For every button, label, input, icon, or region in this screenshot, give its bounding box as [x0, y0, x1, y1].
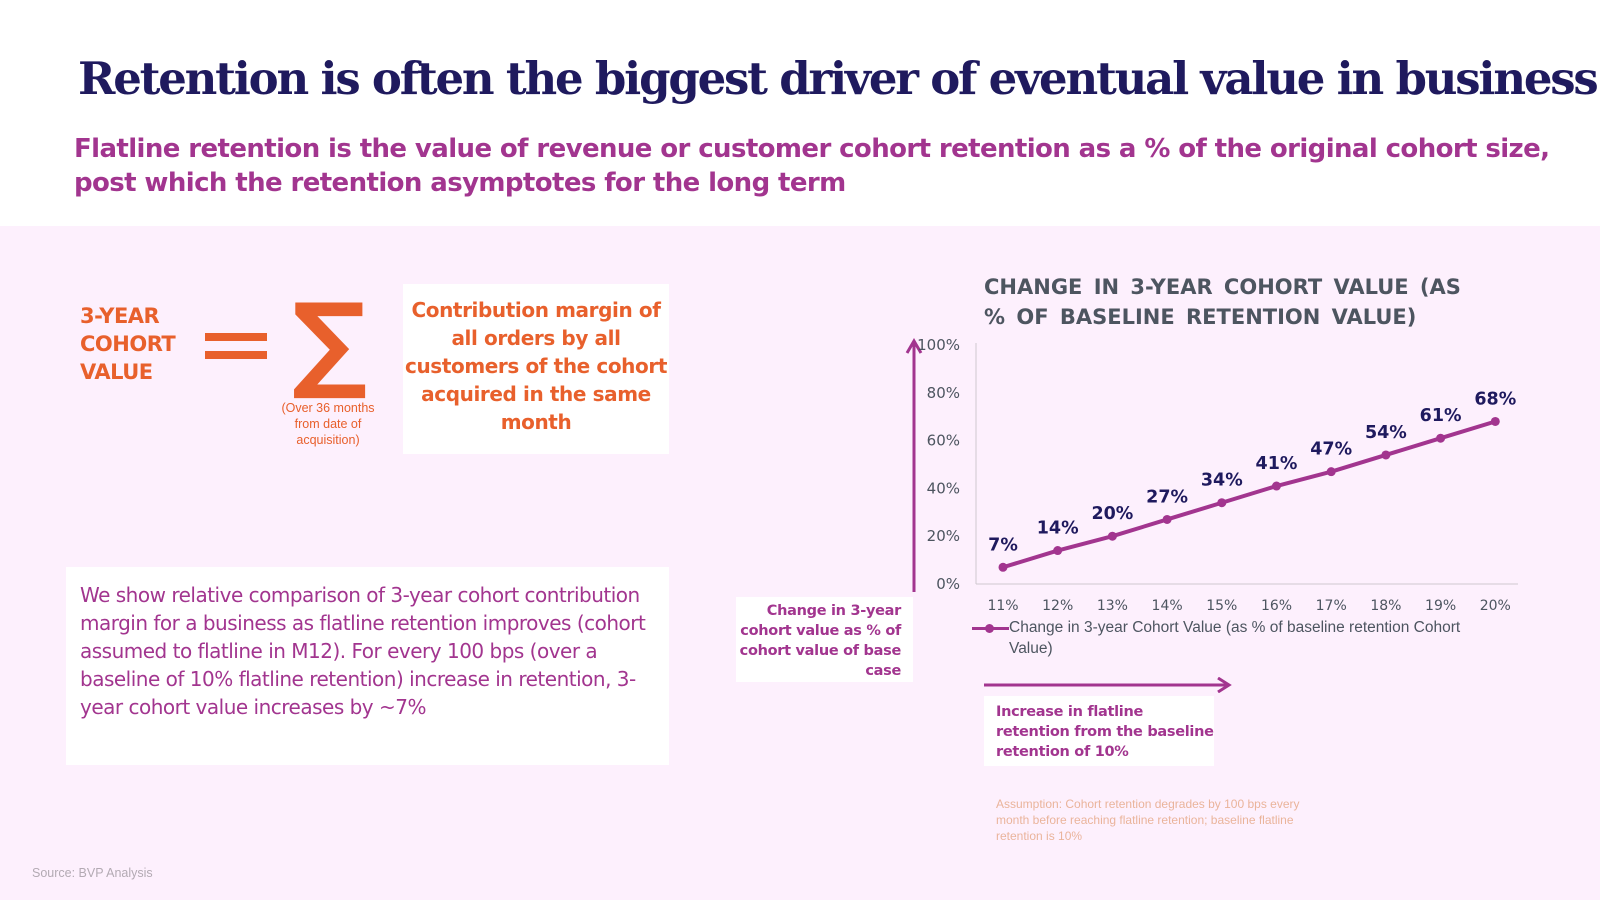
source-note: Source: BVP Analysis	[32, 866, 153, 880]
data-point	[1217, 498, 1227, 508]
x-tick-label: 17%	[1316, 598, 1347, 614]
equals-icon	[205, 333, 267, 369]
data-label: 34%	[1201, 471, 1243, 491]
y-tick-label: 20%	[927, 527, 960, 545]
data-point	[1490, 416, 1500, 426]
sigma-note: (Over 36 months from date of acquisition…	[281, 401, 375, 447]
data-point	[1053, 546, 1063, 556]
cohort-value-label-line: 3-YEAR	[80, 304, 160, 328]
data-point	[1272, 481, 1281, 491]
definition-text: Contribution margin of all orders by all…	[405, 298, 667, 434]
y-tick-label: 80%	[927, 384, 960, 402]
header	[0, 0, 1600, 226]
data-label: 27%	[1146, 487, 1188, 507]
data-label: 41%	[1256, 454, 1298, 474]
x-tick-label: 12%	[1042, 598, 1073, 614]
x-tick-label: 20%	[1480, 598, 1511, 614]
x-tick-label: 16%	[1261, 598, 1292, 614]
data-point	[1326, 467, 1336, 477]
legend-line-marker-icon	[972, 624, 1009, 633]
y-tick-label: 60%	[927, 432, 960, 450]
y-axis-callout-text: Change in 3-year cohort value as % of co…	[739, 603, 902, 679]
data-point	[1162, 514, 1172, 524]
data-label: 7%	[988, 535, 1018, 555]
data-point	[1381, 450, 1391, 460]
y-tick-label: 40%	[927, 479, 960, 497]
explanation-box: We show relative comparison of 3-year co…	[66, 567, 669, 765]
assumption-note: Assumption: Cohort retention degrades by…	[996, 797, 1300, 843]
data-label: 20%	[1091, 504, 1133, 524]
y-direction-arrow-icon	[905, 338, 923, 354]
data-point	[998, 562, 1008, 572]
data-point	[1436, 433, 1446, 443]
x-tick-label: 15%	[1206, 598, 1237, 614]
x-tick-label: 14%	[1152, 598, 1183, 614]
cohort-value-label-line: VALUE	[80, 360, 153, 384]
x-direction-arrow-icon	[984, 677, 1232, 693]
x-axis-callout: Increase in flatline retention from the …	[984, 696, 1214, 766]
x-axis-callout-text: Increase in flatline retention from the …	[996, 704, 1214, 760]
x-tick-label: 11%	[987, 598, 1018, 614]
data-label: 54%	[1365, 423, 1407, 443]
x-tick-label: 18%	[1370, 598, 1401, 614]
y-tick-label: 100%	[917, 336, 960, 354]
legend-label: Change in 3-year Cohort Value (as % of b…	[1009, 619, 1461, 657]
cohort-value-label-line: COHORT	[80, 332, 176, 356]
data-label: 14%	[1037, 519, 1079, 539]
series-line	[1002, 419, 1496, 570]
definition-box: Contribution margin of all orders by all…	[403, 284, 669, 454]
data-label: 47%	[1310, 440, 1352, 460]
explanation-text: We show relative comparison of 3-year co…	[80, 583, 646, 719]
data-label: 68%	[1474, 389, 1516, 409]
page-title: Retention is often the biggest driver of…	[78, 52, 1599, 105]
y-axis-callout: Change in 3-year cohort value as % of co…	[736, 597, 913, 682]
data-label: 61%	[1420, 406, 1462, 426]
y-tick-label: 0%	[936, 575, 960, 593]
x-tick-label: 13%	[1097, 598, 1128, 614]
chart-title: CHANGE IN 3-YEAR COHORT VALUE (AS % OF B…	[984, 275, 1461, 329]
x-tick-label: 19%	[1425, 598, 1456, 614]
cohort-value-label: 3-YEAR COHORT VALUE	[80, 302, 176, 386]
data-point	[1107, 531, 1117, 541]
page-subtitle: Flatline retention is the value of reven…	[74, 134, 1550, 198]
sigma-icon: ∑	[292, 281, 368, 403]
